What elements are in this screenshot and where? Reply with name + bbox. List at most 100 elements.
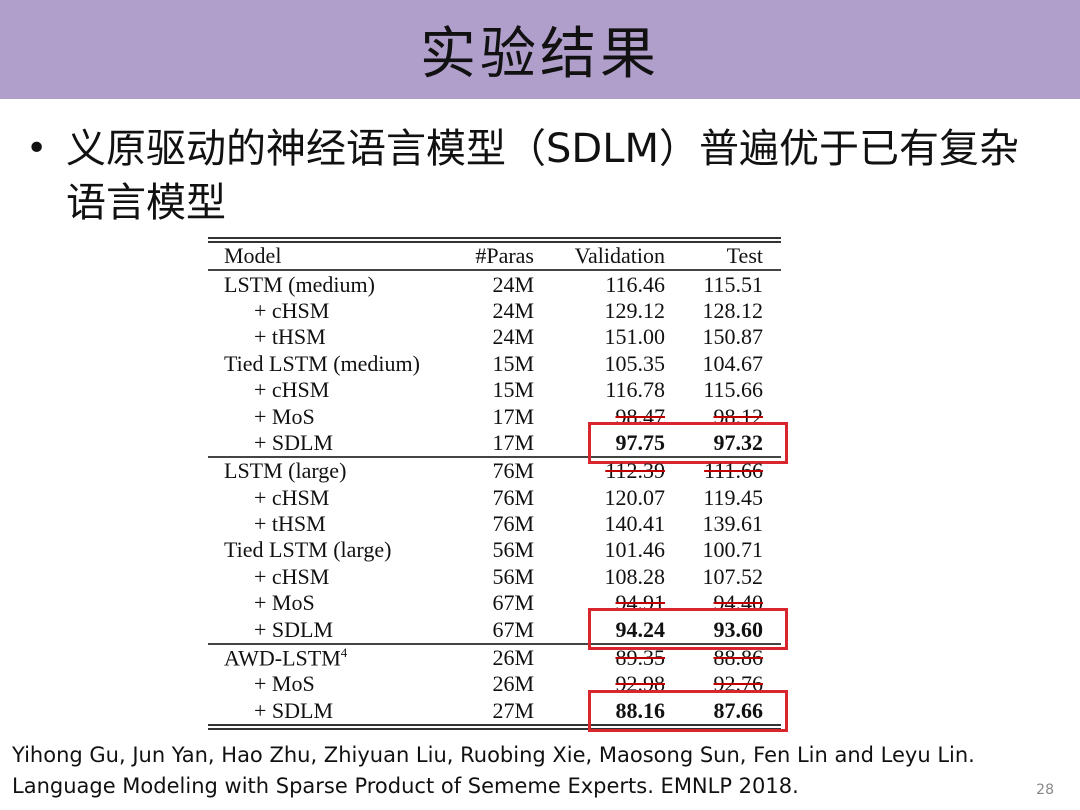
cell-validation: 89.35 [615,645,666,671]
highlight-box [588,608,788,651]
bullet-text: 义原驱动的神经语言模型（SDLM）普遍优于已有复杂语言模型 [66,126,1019,226]
table-group-rule [208,642,781,645]
cell-test: 93.60 [713,616,764,642]
cell-paras: 27M [492,697,534,723]
cell-model-text: + tHSM [254,324,326,350]
cell-validation: 116.78 [605,377,665,403]
cell-paras: 56M [492,537,534,563]
table-row: Tied LSTM (medium) 15M 105.35 104.67 [208,351,781,377]
cell-model: + SDLM [208,698,458,724]
table-row: + cHSM 15M 116.78 115.66 [208,377,781,403]
table-row: + tHSM 24M 151.00 150.87 [208,324,781,350]
cell-validation: 112.39 [605,458,665,484]
cell-validation: 97.75 [615,429,666,455]
cell-validation: 151.00 [604,324,666,350]
slide-title: 实验结果 [420,22,660,87]
cell-validation: 129.12 [604,297,666,323]
cell-model-text: + cHSM [254,377,330,403]
cell-test: 87.66 [713,697,764,723]
cell-model-text: + SDLM [254,697,334,723]
cell-model-text: LSTM (medium) [224,271,375,297]
table-top-rule [208,237,781,243]
cell-model: LSTM (large) [208,458,458,484]
cell-validation: 108.28 [604,563,666,589]
cell-validation: 88.16 [615,697,666,723]
header-model: Model [224,243,282,269]
table-row: LSTM (medium) 24M 116.46 115.51 [208,271,781,297]
table-bottom-rule [208,724,781,731]
highlight-box [588,421,788,464]
cell-model-text: LSTM (large) [224,458,347,484]
cell-validation: 140.41 [604,511,666,537]
table-group-rule [208,269,781,272]
table-row: Tied LSTM (large) 56M 101.46 100.71 [208,537,781,563]
cell-paras: 67M [492,590,534,616]
cell-test: 97.32 [713,429,764,455]
cell-paras: 76M [492,511,534,537]
citation: Yihong Gu, Jun Yan, Hao Zhu, Zhiyuan Liu… [12,740,1032,802]
cell-validation: 94.24 [615,616,666,642]
citation-line-2: Language Modeling with Sparse Product of… [12,774,799,798]
table-header-row: Model #Paras Validation Test [208,243,781,269]
cell-model-text: + MoS [254,671,315,697]
cell-model: + cHSM [208,298,458,324]
cell-paras: 56M [492,563,534,589]
cell-model: Tied LSTM (large) [208,537,458,563]
cell-model-text: Tied LSTM (medium) [224,350,420,376]
cell-model-text: + MoS [254,590,315,616]
cell-paras: 17M [492,429,534,455]
cell-validation: 116.46 [605,271,665,297]
table-row: + SDLM 67M 94.24 93.60 [208,608,788,651]
table-group-rule [208,456,781,459]
cell-paras: 26M [492,645,534,671]
cell-model-text: + cHSM [254,563,330,589]
table-row: + cHSM 76M 120.07 119.45 [208,485,781,511]
table-row: + tHSM 76M 140.41 139.61 [208,511,781,537]
cell-test: 111.66 [704,458,763,484]
cell-model-text: + tHSM [254,511,326,537]
cell-model: + MoS [208,404,458,430]
cell-model: + cHSM [208,564,458,590]
cell-paras: 17M [492,403,534,429]
cell-model-text: + cHSM [254,484,330,510]
cell-paras: 26M [492,671,534,697]
cell-model: AWD-LSTM4 [208,645,458,671]
title-bar: 实验结果 [0,0,1080,99]
cell-paras: 76M [492,484,534,510]
cell-model: + MoS [208,590,458,616]
cell-test: 107.52 [702,563,764,589]
table-row: AWD-LSTM4 26M 89.35 88.86 [208,645,781,671]
cell-model-text: + SDLM [254,429,334,455]
cell-paras: 24M [492,271,534,297]
header-test: Test [726,243,763,269]
citation-line-1: Yihong Gu, Jun Yan, Hao Zhu, Zhiyuan Liu… [12,743,975,767]
highlight-box [588,689,788,732]
cell-validation: 120.07 [604,484,666,510]
table-row: + cHSM 24M 129.12 128.12 [208,298,781,324]
bullet-icon: • [26,128,48,169]
cell-model-text: Tied LSTM (large) [224,537,392,563]
header-paras: #Paras [475,243,534,269]
cell-paras: 15M [492,350,534,376]
cell-model: + cHSM [208,485,458,511]
table-row: LSTM (large) 76M 112.39 111.66 [208,458,781,484]
cell-paras: 67M [492,616,534,642]
cell-paras: 24M [492,297,534,323]
cell-test: 104.67 [702,350,764,376]
cell-model: + tHSM [208,324,458,350]
header-validation: Validation [574,243,665,269]
cell-model: + cHSM [208,377,458,403]
table-row: + SDLM 17M 97.75 97.32 [208,421,788,464]
cell-model: + MoS [208,671,458,697]
cell-test: 100.71 [702,537,764,563]
table-row: + SDLM 27M 88.16 87.66 [208,689,788,732]
cell-model-text: + MoS [254,403,315,429]
cell-validation: 101.46 [604,537,666,563]
cell-model-text: + SDLM [254,616,334,642]
cell-test: 115.51 [703,271,763,297]
cell-test: 150.87 [702,324,764,350]
cell-paras: 76M [492,458,534,484]
cell-test: 139.61 [702,511,764,537]
bullet-point: • 义原驱动的神经语言模型（SDLM）普遍优于已有复杂语言模型 [26,122,1066,230]
cell-model: + tHSM [208,511,458,537]
